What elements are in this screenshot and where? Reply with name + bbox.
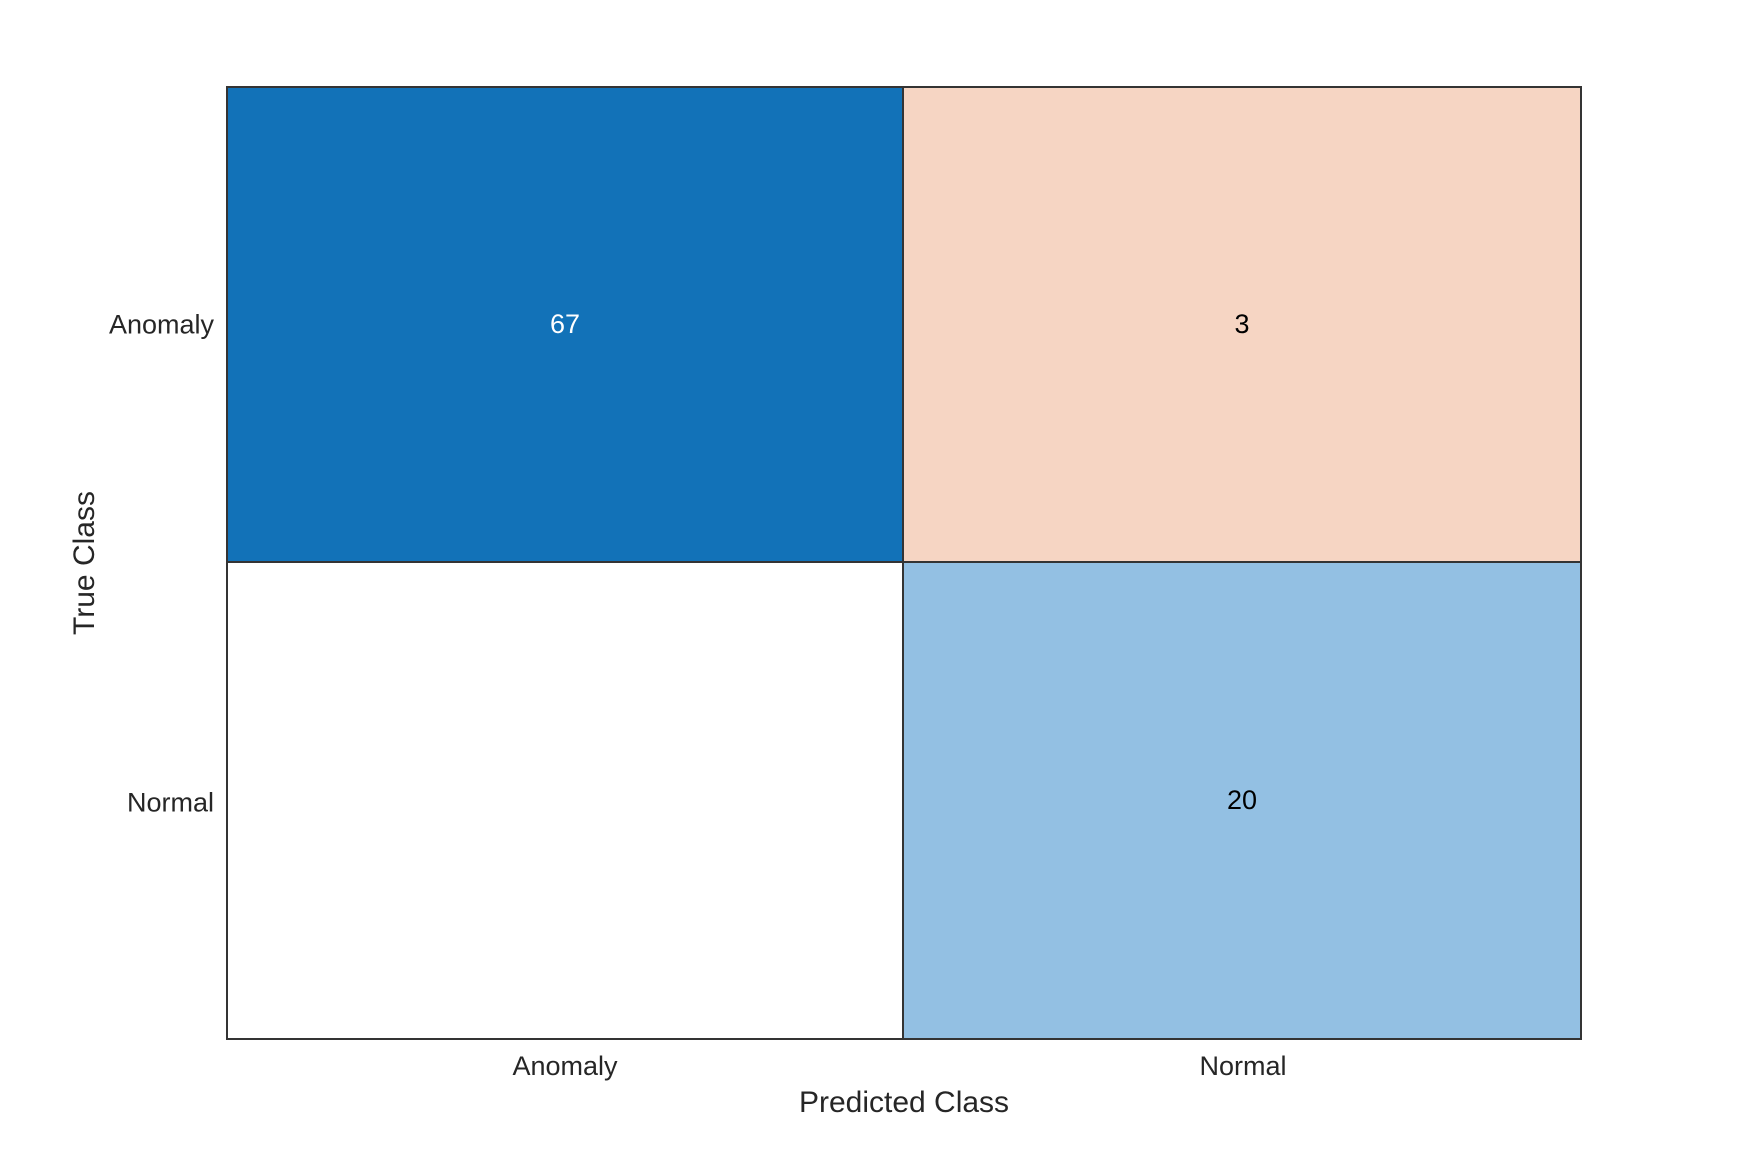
x-tick-normal: Normal [1199, 1051, 1287, 1081]
matrix-cell-anomaly-normal: 3 [904, 88, 1580, 563]
y-tick-anomaly: Anomaly [108, 309, 214, 340]
matrix-cell-anomaly-anomaly: 67 [228, 88, 904, 563]
x-tick-anomaly: Anomaly [512, 1051, 618, 1081]
matrix-cell-normal-normal: 20 [904, 563, 1580, 1038]
y-tick-normal: Normal [126, 787, 214, 818]
y-axis-label: True Class [68, 491, 101, 635]
matrix-cell-normal-anomaly [228, 563, 904, 1038]
confusion-matrix-grid: 67 3 20 [226, 86, 1582, 1040]
x-axis-label: Predicted Class [798, 1086, 1010, 1119]
